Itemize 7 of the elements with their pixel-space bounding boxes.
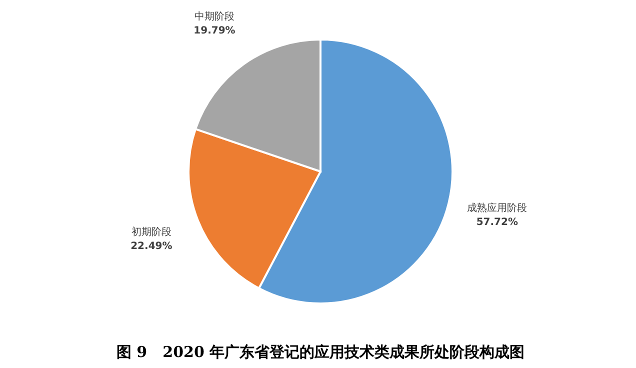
data-label: 19.79% bbox=[194, 26, 236, 37]
data-label: 57.72% bbox=[476, 217, 518, 228]
slice-label: 初期阶段 bbox=[131, 226, 172, 238]
text: 图 9 2020 年广东省登记的应用技术类成果所处阶段构成图 bbox=[116, 343, 525, 361]
data-label: 22.49% bbox=[130, 240, 172, 252]
slice-label: 成熟应用阶段 bbox=[467, 202, 528, 214]
slice-label: 中期阶段 bbox=[194, 10, 234, 23]
